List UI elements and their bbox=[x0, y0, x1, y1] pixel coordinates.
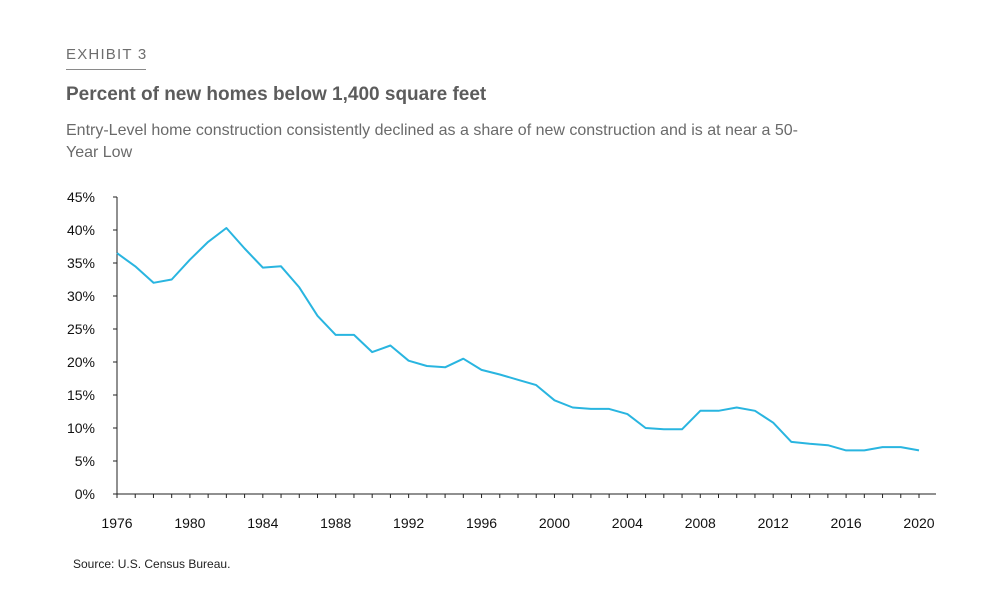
x-tick-label: 1980 bbox=[174, 515, 205, 531]
y-tick-label: 30% bbox=[67, 288, 95, 304]
y-tick-label: 0% bbox=[75, 486, 95, 502]
y-tick-label: 40% bbox=[67, 222, 95, 238]
x-tick-label: 1976 bbox=[101, 515, 132, 531]
x-tick-label: 1992 bbox=[393, 515, 424, 531]
y-tick-label: 45% bbox=[67, 189, 95, 205]
exhibit-underline bbox=[66, 69, 146, 70]
y-tick-label: 35% bbox=[67, 255, 95, 271]
exhibit-label: EXHIBIT 3 bbox=[66, 46, 148, 63]
x-tick-label: 2016 bbox=[831, 515, 862, 531]
x-tick-label: 1988 bbox=[320, 515, 351, 531]
x-tick-label: 2004 bbox=[612, 515, 643, 531]
x-tick-label: 1984 bbox=[247, 515, 278, 531]
x-tick-label: 2000 bbox=[539, 515, 570, 531]
x-tick-label: 2020 bbox=[903, 515, 934, 531]
y-axis-ticks: 0% 5% 10% 15% 20% 25% 30% 35% 40% 45% bbox=[67, 189, 117, 502]
x-tick-label: 2008 bbox=[685, 515, 716, 531]
y-tick-label: 10% bbox=[67, 420, 95, 436]
y-tick-label: 5% bbox=[75, 453, 95, 469]
y-tick-label: 15% bbox=[67, 387, 95, 403]
x-axis-ticks: 1976 1980 1984 1988 1992 1996 2000 2004 2008 2012… bbox=[101, 494, 935, 531]
chart-title: Percent of new homes below 1,400 square … bbox=[66, 84, 487, 105]
series-line bbox=[116, 227, 920, 452]
chart-subtitle: Entry-Level home construction consistent… bbox=[66, 122, 798, 161]
x-tick-label: 2012 bbox=[758, 515, 789, 531]
y-tick-label: 20% bbox=[67, 354, 95, 370]
x-tick-label: 1996 bbox=[466, 515, 497, 531]
source-note: Source: U.S. Census Bureau. bbox=[73, 557, 231, 571]
y-tick-label: 25% bbox=[67, 321, 95, 337]
